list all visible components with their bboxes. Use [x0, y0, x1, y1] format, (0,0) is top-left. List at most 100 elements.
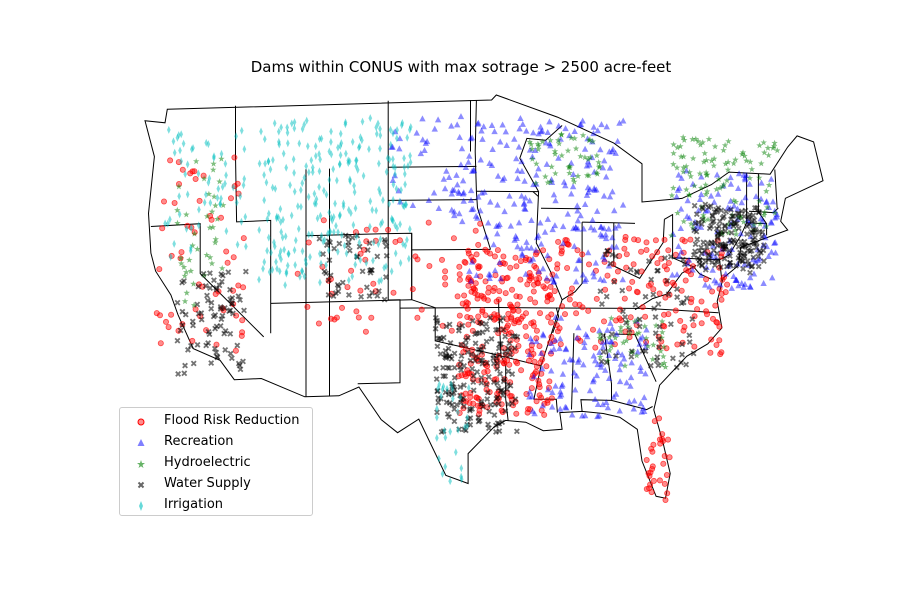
dam-point-x	[600, 348, 607, 355]
dam-point-circle	[698, 320, 705, 327]
dam-point-circle	[539, 350, 546, 357]
dam-point-thin-diamond	[335, 176, 339, 185]
state-boundary-line	[519, 125, 563, 413]
dam-point-x	[437, 351, 444, 357]
dam-point-x	[457, 399, 464, 406]
dam-point-x	[206, 270, 213, 277]
dam-point-circle	[511, 320, 518, 327]
dam-point-thin-diamond	[310, 168, 315, 177]
dam-point-x	[472, 357, 479, 364]
dam-point-circle	[501, 360, 508, 367]
diamond-marker-icon	[139, 501, 143, 511]
dam-point-triangle	[574, 207, 581, 214]
dam-point-circle	[305, 239, 312, 246]
dam-point-x	[467, 415, 474, 421]
dam-point-thin-diamond	[391, 155, 395, 164]
dam-point-thin-diamond	[351, 220, 356, 229]
dam-point-circle	[663, 471, 670, 478]
dam-point-star	[617, 327, 624, 334]
dam-point-star	[593, 169, 600, 176]
dam-point-triangle	[678, 248, 685, 255]
dam-point-star	[756, 174, 763, 181]
dam-point-thin-diamond	[270, 265, 275, 274]
dam-point-circle	[456, 263, 463, 270]
dam-point-x	[484, 396, 491, 402]
dam-point-circle	[579, 304, 586, 311]
dam-point-thin-diamond	[360, 117, 365, 126]
dam-point-triangle	[457, 161, 465, 168]
dam-point-triangle	[586, 161, 593, 168]
dam-point-triangle	[535, 130, 542, 137]
dam-point-triangle	[482, 233, 490, 240]
dam-point-thin-diamond	[168, 252, 173, 261]
dam-point-thin-diamond	[204, 190, 208, 199]
dam-point-triangle	[537, 128, 545, 135]
dam-point-thin-diamond	[266, 157, 271, 166]
dam-point-x	[374, 253, 381, 260]
dam-point-triangle	[571, 128, 578, 135]
dam-point-thin-diamond	[331, 165, 335, 174]
dam-point-x	[735, 210, 742, 217]
dam-point-triangle	[419, 115, 426, 122]
dam-point-circle	[522, 323, 529, 330]
dam-point-star	[764, 204, 771, 211]
dam-point-circle	[491, 311, 498, 318]
dam-point-triangle	[678, 174, 685, 181]
dam-point-thin-diamond	[374, 123, 379, 132]
dam-point-circle	[558, 244, 565, 251]
dam-point-triangle	[481, 188, 488, 195]
dam-point-thin-diamond	[341, 202, 346, 211]
dam-point-x	[345, 242, 352, 249]
dam-point-triangle	[550, 278, 558, 285]
dam-point-star	[661, 359, 668, 366]
dam-point-thin-diamond	[292, 124, 297, 133]
dam-point-x	[732, 220, 739, 227]
dam-point-star	[724, 158, 732, 165]
dam-point-triangle	[523, 127, 530, 134]
dam-point-thin-diamond	[443, 433, 448, 442]
dam-point-thin-diamond	[281, 149, 286, 158]
dam-point-circle	[390, 289, 397, 296]
dam-point-triangle	[544, 252, 551, 259]
dam-point-thin-diamond	[285, 128, 290, 137]
dam-point-circle	[724, 281, 731, 288]
dam-point-triangle	[738, 199, 745, 206]
dam-point-triangle	[597, 231, 604, 238]
dam-point-x	[753, 244, 760, 251]
dam-point-triangle	[537, 123, 544, 130]
dam-point-thin-diamond	[283, 232, 288, 241]
dam-point-triangle	[528, 393, 536, 400]
dam-point-x	[483, 381, 490, 388]
dam-point-triangle	[574, 225, 582, 232]
dam-point-circle	[480, 293, 487, 300]
dam-point-thin-diamond	[355, 165, 360, 174]
dam-point-star	[649, 355, 656, 363]
dam-point-star	[606, 347, 613, 354]
dam-point-triangle	[515, 219, 523, 226]
dam-point-triangle	[499, 121, 506, 128]
dam-point-star	[180, 263, 188, 270]
dam-point-circle	[506, 361, 513, 368]
dam-point-triangle	[572, 224, 579, 231]
dam-point-circle	[474, 394, 481, 401]
dam-point-triangle	[557, 388, 564, 395]
dam-point-x	[217, 304, 224, 310]
dam-point-triangle	[507, 222, 515, 229]
dam-point-thin-diamond	[304, 162, 308, 171]
dam-point-star	[765, 151, 772, 159]
dam-point-thin-diamond	[347, 157, 352, 166]
dam-point-star	[596, 331, 604, 338]
dam-point-x	[179, 322, 186, 329]
dam-point-thin-diamond	[270, 183, 275, 192]
dam-point-star	[534, 140, 542, 147]
dam-point-x	[212, 312, 219, 318]
dam-point-star	[194, 245, 201, 252]
dam-point-triangle	[683, 213, 691, 220]
dam-point-triangle	[572, 386, 579, 393]
dam-point-thin-diamond	[354, 252, 358, 261]
dam-point-x	[453, 401, 460, 408]
dam-point-triangle	[530, 373, 538, 380]
dam-point-star	[589, 138, 597, 145]
dam-point-circle	[192, 175, 199, 182]
